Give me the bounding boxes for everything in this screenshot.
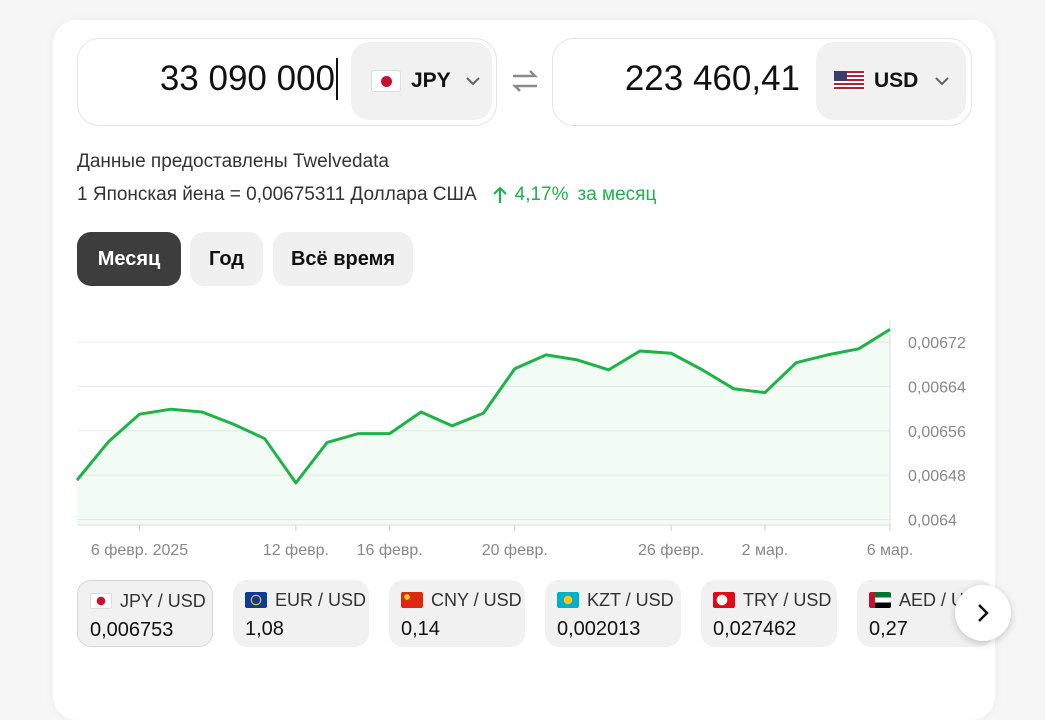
tab[interactable]: Всё время bbox=[273, 232, 413, 286]
pair-rate: 1,08 bbox=[245, 618, 284, 640]
from-amount: 33 090 000 bbox=[120, 58, 338, 100]
flag bbox=[557, 592, 579, 608]
page: 33 090 000 JPY 223 460,41 USD Данные пре… bbox=[75, 38, 1011, 647]
line bbox=[75, 328, 891, 485]
chevron bbox=[935, 77, 950, 86]
y-tick-label: 0,00664 bbox=[908, 379, 966, 396]
source-text: Данные предоставлены Twelvedata bbox=[77, 151, 389, 172]
pair-name: CNY / USD bbox=[431, 590, 522, 610]
flag-us bbox=[834, 71, 864, 91]
pair-card[interactable]: KZT / USD 0,002013 bbox=[545, 580, 681, 647]
y-tick-label: 0,00656 bbox=[908, 424, 966, 441]
pair-name: JPY / USD bbox=[120, 591, 206, 611]
next-button[interactable] bbox=[955, 585, 1011, 641]
x-tick-label: 6 февр. 2025 bbox=[91, 542, 188, 559]
to-amount: 223 460,41 bbox=[624, 59, 800, 98]
tab-active[interactable]: Месяц bbox=[77, 232, 181, 286]
y-tick-label: 0,00672 bbox=[908, 335, 966, 352]
flag-jp bbox=[371, 70, 401, 92]
pair-rate: 0,006753 bbox=[90, 619, 174, 641]
y-tick-label: 0,00648 bbox=[908, 468, 966, 485]
x-tick-label: 26 февр. bbox=[638, 542, 704, 559]
rate-text: 1 Японская йена = 0,00675311 Доллара США bbox=[77, 184, 477, 205]
x-tick-label: 2 мар. bbox=[742, 542, 789, 559]
rate-change: 4,17% bbox=[514, 184, 569, 205]
up-arrow bbox=[492, 186, 507, 203]
to-currency-code: USD bbox=[874, 69, 919, 92]
pair-name: TRY / USD bbox=[743, 590, 832, 610]
x-tick-label: 12 февр. bbox=[263, 542, 329, 559]
pair-rate: 0,27 bbox=[869, 618, 908, 640]
x-tick-label: 20 февр. bbox=[482, 542, 548, 559]
pair-rate: 0,14 bbox=[401, 618, 440, 640]
pair-card[interactable]: CNY / USD 0,14 bbox=[389, 580, 525, 647]
to-currency[interactable]: USD bbox=[816, 42, 966, 120]
chevron bbox=[465, 77, 480, 86]
pair-name: KZT / USD bbox=[587, 590, 674, 610]
from-currency[interactable]: JPY bbox=[351, 42, 492, 120]
flag bbox=[401, 592, 423, 608]
next-arrow bbox=[978, 604, 989, 622]
chart: 0,0064 0,00648 0,00656 0,00664 0,00672 6 февр… bbox=[75, 320, 966, 559]
pair-card[interactable]: EUR / USD 1,08 bbox=[233, 580, 369, 647]
from-currency-code: JPY bbox=[411, 69, 451, 92]
swap-icon[interactable] bbox=[510, 66, 540, 96]
flag bbox=[869, 592, 891, 608]
area bbox=[77, 329, 890, 525]
pair-name: EUR / USD bbox=[275, 590, 367, 610]
pair-card[interactable]: JPY / USD 0,006753 bbox=[77, 580, 213, 647]
pair-rate: 0,002013 bbox=[557, 618, 641, 640]
pair-card[interactable]: TRY / USD 0,027462 bbox=[701, 580, 837, 647]
y-tick-label: 0,0064 bbox=[908, 512, 957, 529]
x-tick-label: 6 мар. bbox=[867, 542, 914, 559]
tab[interactable]: Год bbox=[190, 232, 263, 286]
rate-period: за месяц bbox=[577, 184, 657, 205]
flag bbox=[713, 592, 735, 608]
flag bbox=[245, 592, 267, 608]
x-tick-label: 16 февр. bbox=[357, 542, 423, 559]
rate-line: 1 Японская йена = 0,00675311 Доллара США… bbox=[77, 184, 656, 206]
pair-rate: 0,027462 bbox=[713, 618, 797, 640]
flag bbox=[90, 593, 112, 609]
